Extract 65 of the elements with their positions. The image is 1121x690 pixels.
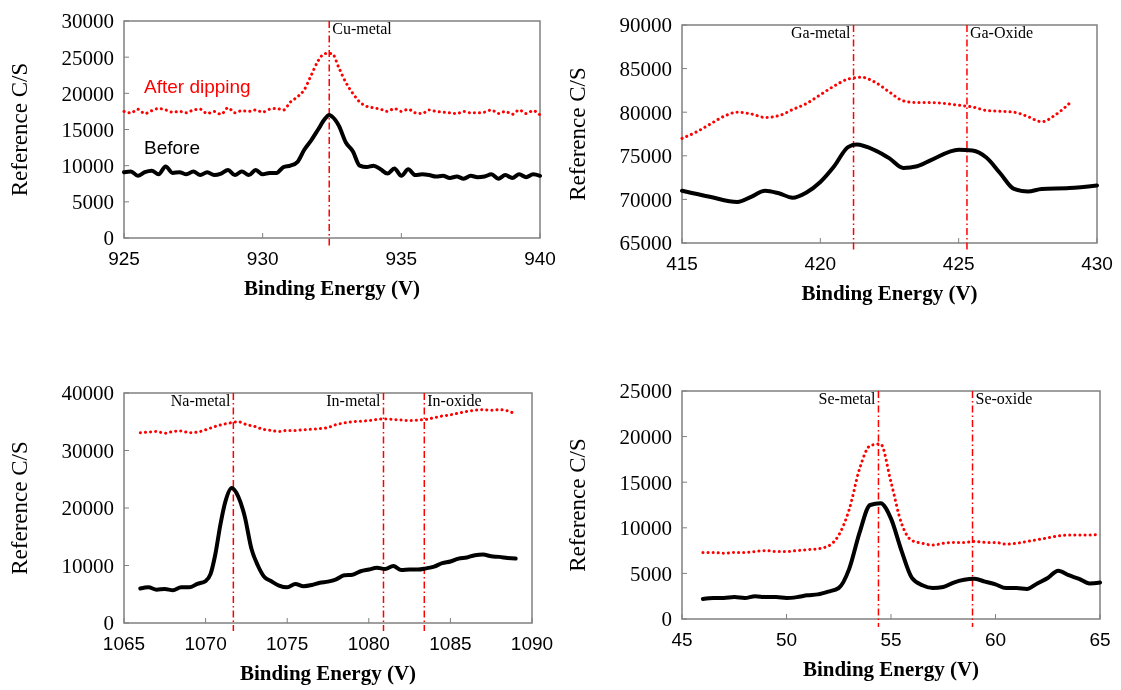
ref-line-label: In-oxide xyxy=(427,392,482,409)
ref-line-label: In-metal xyxy=(326,392,382,409)
x-tick-label: 935 xyxy=(385,248,418,269)
y-tick-label: 20000 xyxy=(61,496,114,521)
x-tick-label: 930 xyxy=(246,248,279,269)
x-tick-label: 1070 xyxy=(184,633,227,654)
x-tick-label: 420 xyxy=(804,253,837,274)
y-tick-label: 10000 xyxy=(61,553,114,578)
x-tick-label: 1065 xyxy=(102,633,146,654)
ref-line-label: Ga-metal xyxy=(791,24,852,41)
x-tick-label: 1080 xyxy=(347,633,390,654)
line-series xyxy=(680,142,1099,205)
y-tick-label: 15000 xyxy=(619,470,672,495)
x-tick-label: 60 xyxy=(984,629,1007,650)
x-tick-label: 415 xyxy=(666,253,698,274)
y-tick-label: 80000 xyxy=(619,100,672,125)
x-tick-label: 425 xyxy=(942,253,975,274)
x-tick-label: 925 xyxy=(108,248,140,269)
x-tick-label: 1085 xyxy=(429,633,472,654)
x-tick-label: 65 xyxy=(1089,629,1111,650)
x-tick-label: 1075 xyxy=(266,633,309,654)
y-tick-label: 75000 xyxy=(619,144,672,169)
y-tick-label: 30000 xyxy=(61,9,114,34)
y-axis-title: Reference C/S xyxy=(7,62,32,197)
y-tick-label: 5000 xyxy=(72,190,114,215)
x-tick-label: 1090 xyxy=(510,633,554,654)
x-tick-label: 55 xyxy=(880,629,902,650)
y-tick-label: 0 xyxy=(103,226,114,251)
y-tick-label: 10000 xyxy=(619,516,672,541)
y-tick-label: 65000 xyxy=(619,231,672,256)
y-axis-title: Reference C/S xyxy=(7,441,32,575)
ref-line-label: Na-metal xyxy=(170,392,231,409)
series-label: Before xyxy=(144,137,200,159)
y-tick-label: 25000 xyxy=(61,45,114,70)
y-axis-title: Reference C/S xyxy=(565,438,590,572)
y-tick-label: 40000 xyxy=(61,381,114,406)
y-tick-label: 90000 xyxy=(619,13,672,38)
y-tick-label: 20000 xyxy=(619,424,672,449)
ref-line-label: Cu-metal xyxy=(332,20,393,37)
x-tick-label: 940 xyxy=(524,248,556,269)
y-axis-title: Reference C/S xyxy=(565,67,590,201)
ref-line-label: Se-metal xyxy=(818,390,877,407)
x-axis-title: Binding Energy (V) xyxy=(802,657,980,681)
y-tick-label: 15000 xyxy=(61,117,114,142)
x-tick-label: 45 xyxy=(671,629,693,650)
y-tick-label: 10000 xyxy=(61,154,114,179)
line-series xyxy=(122,113,542,181)
y-tick-label: 5000 xyxy=(630,561,672,586)
y-tick-label: 20000 xyxy=(61,81,114,106)
ref-line-label: Se-oxide xyxy=(975,390,1033,407)
x-axis-title: Binding Energy (V) xyxy=(801,281,978,305)
ref-line-label: Ga-Oxide xyxy=(969,24,1034,41)
y-tick-label: 70000 xyxy=(619,187,672,212)
y-tick-label: 0 xyxy=(103,611,114,636)
series-label: After dipping xyxy=(144,76,251,98)
line-series xyxy=(700,501,1102,601)
x-tick-label: 430 xyxy=(1081,253,1113,274)
y-tick-label: 30000 xyxy=(61,438,114,463)
x-tick-label: 50 xyxy=(775,629,798,650)
y-tick-label: 0 xyxy=(661,607,672,632)
x-axis-title: Binding Energy (V) xyxy=(239,661,417,685)
y-tick-label: 25000 xyxy=(619,379,672,404)
line-series xyxy=(138,485,518,593)
x-axis-title: Binding Energy (V) xyxy=(243,276,421,300)
y-tick-label: 85000 xyxy=(619,56,672,81)
